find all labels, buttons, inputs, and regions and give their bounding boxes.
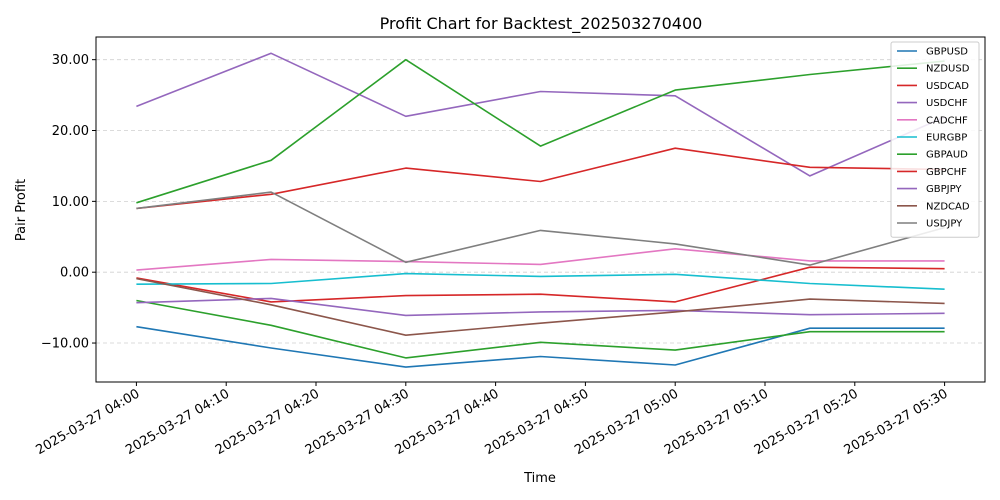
legend-label: GBPJPY <box>926 184 962 195</box>
y-axis-title: Pair Profit <box>14 179 29 241</box>
plot-frame <box>95 36 986 383</box>
legend-label: NZDCAD <box>926 201 970 212</box>
legend-label: GBPCHF <box>926 167 967 178</box>
series-line-usdjpy <box>136 191 945 266</box>
y-tick-label: −10.00 <box>41 337 89 352</box>
series-line-gbpusd <box>136 325 945 368</box>
y-axis: −10.00 0.00 10.00 20.00 30.00 <box>41 53 96 352</box>
legend-label: EURGBP <box>926 133 967 144</box>
legend-label: GBPAUD <box>926 150 968 161</box>
y-tick-label: 20.00 <box>52 124 89 139</box>
series-line-usdcad <box>136 266 945 303</box>
series-line-cadchf <box>136 248 945 271</box>
legend-label: CADCHF <box>926 115 968 126</box>
chart-title: Profit Chart for Backtest_202503270400 <box>380 14 703 34</box>
legend-label: NZDUSD <box>926 64 970 75</box>
y-tick-label: 10.00 <box>52 195 89 210</box>
series-line-usdchf <box>136 52 945 177</box>
series-line-gbpjpy <box>136 297 945 317</box>
legend-label: USDJPY <box>926 219 963 230</box>
series-line-eurgbp <box>136 272 945 290</box>
series-line-nzdusd <box>136 299 945 359</box>
series-line-gbpchf <box>136 147 945 210</box>
series-lines <box>136 52 945 368</box>
y-tick-label: 30.00 <box>52 53 89 68</box>
series-line-nzdcad <box>136 277 945 337</box>
legend: GBPUSD NZDUSD USDCAD USDCHF CADCHF EURGBP GBPA… <box>890 41 980 238</box>
legend-label: USDCHF <box>926 98 968 109</box>
series-line-gbpaud <box>136 58 945 204</box>
legend-label: GBPUSD <box>926 47 968 58</box>
y-tick-label: 0.00 <box>60 266 89 281</box>
x-axis-title: Time <box>523 471 556 486</box>
legend-label: USDCAD <box>926 81 969 92</box>
